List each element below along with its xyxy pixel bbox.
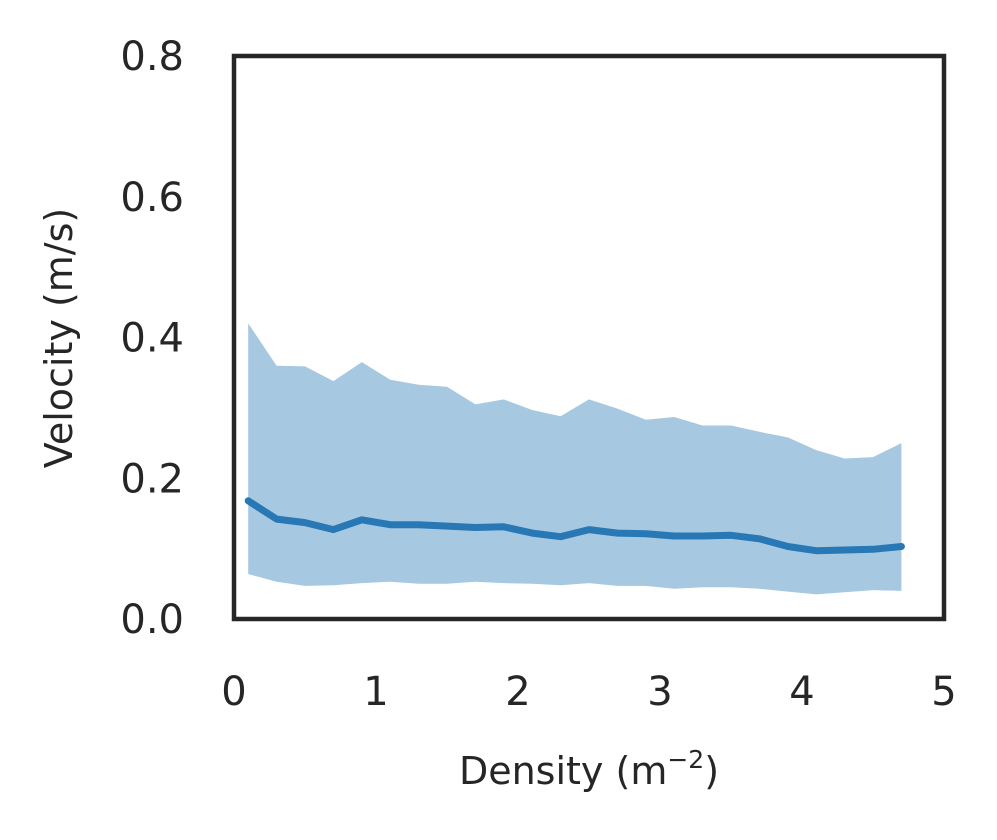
- x-tick-label: 5: [931, 669, 956, 715]
- y-tick-label: 0.0: [120, 597, 184, 643]
- x-tick-label: 4: [789, 669, 814, 715]
- x-tick-label: 1: [363, 669, 388, 715]
- y-tick-label: 0.4: [120, 316, 184, 362]
- x-axis-label: Density (m−2): [459, 745, 719, 793]
- series-line: [244, 497, 905, 555]
- y-tick-label: 0.8: [120, 34, 184, 80]
- y-tick-label: 0.2: [120, 456, 184, 502]
- x-tick-label: 2: [505, 669, 530, 715]
- y-axis: 0.0 0.2 0.4 0.6 0.8: [120, 34, 184, 643]
- confidence-band: [248, 323, 902, 595]
- y-tick-label: 0.6: [120, 175, 184, 221]
- y-axis-label: Velocity (m/s): [37, 208, 81, 468]
- x-axis: 0 1 2 3 4 5: [221, 669, 956, 715]
- x-tick-label: 3: [647, 669, 672, 715]
- x-tick-label: 0: [221, 669, 246, 715]
- plot-frame: [231, 53, 947, 622]
- plot-area: [244, 323, 905, 595]
